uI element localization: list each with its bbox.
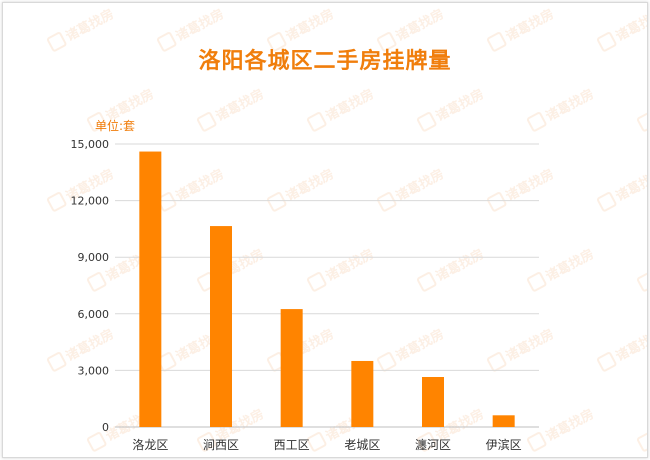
watermark-house-icon <box>46 192 67 212</box>
watermark-house-icon <box>306 272 327 292</box>
watermark-house-icon <box>636 432 647 452</box>
watermark-house-icon <box>596 192 617 212</box>
watermark-house-icon <box>526 432 547 452</box>
watermark-house-icon <box>636 112 647 132</box>
x-tick-label: 老城区 <box>344 438 380 452</box>
bar-2 <box>210 226 232 427</box>
watermark-house-icon <box>376 192 397 212</box>
watermark-house-icon <box>306 432 327 452</box>
watermark-house-icon <box>416 272 437 292</box>
watermark-logo: 诸葛找房 <box>636 272 647 292</box>
watermark-house-icon <box>636 272 647 292</box>
watermark-house-icon <box>486 32 507 52</box>
y-tick-label: 0 <box>102 421 109 434</box>
y-unit-label: 单位:套 <box>95 119 136 133</box>
watermark-house-icon <box>486 192 507 212</box>
watermark-house-icon <box>526 112 547 132</box>
watermark-logo: 诸葛找房 <box>636 112 647 132</box>
x-tick-label: 涧西区 <box>203 438 239 452</box>
y-tick-label: 3,000 <box>78 364 110 377</box>
x-tick-label: 西工区 <box>274 438 310 452</box>
watermark-house-icon <box>376 352 397 372</box>
watermark-house-icon <box>376 32 397 52</box>
watermark-house-icon <box>46 32 67 52</box>
bar-chart: 0 3,000 6,000 9,000 12,000 15,000 洛龙区 涧西区 西工区 老城区… <box>71 138 539 452</box>
watermark-house-icon <box>486 352 507 372</box>
watermark-house-icon <box>46 352 67 372</box>
watermark-house-icon <box>526 272 547 292</box>
watermark-house-icon <box>416 432 437 452</box>
watermark-house-icon <box>416 112 437 132</box>
bar-4 <box>351 360 374 427</box>
watermark-logo: 诸葛找房 <box>636 432 647 452</box>
watermark-house-icon <box>266 32 287 52</box>
bar-3 <box>280 309 303 427</box>
bar-5 <box>422 377 444 427</box>
watermark-house-icon <box>306 112 327 132</box>
y-tick-label: 9,000 <box>78 251 110 264</box>
watermark-house-icon <box>196 112 217 132</box>
bar-6 <box>492 415 515 427</box>
bar-1 <box>139 151 162 427</box>
y-tick-label: 12,000 <box>71 195 110 208</box>
watermark-house-icon <box>266 192 287 212</box>
x-tick-label: 伊滨区 <box>486 437 522 452</box>
x-tick-label: 洛龙区 <box>132 437 168 452</box>
watermark-house-icon <box>596 352 617 372</box>
watermark-house-icon <box>596 32 617 52</box>
watermark-house-icon <box>86 432 107 452</box>
watermark-house-icon <box>156 32 177 52</box>
watermark-house-icon <box>86 272 107 292</box>
y-tick-label: 6,000 <box>78 308 110 321</box>
y-tick-label: 15,000 <box>71 138 110 151</box>
x-tick-label: 瀍河区 <box>415 437 451 452</box>
watermark-house-icon <box>86 112 107 132</box>
chart-title: 洛阳各城区二手房挂牌量 <box>198 49 452 74</box>
watermark-house-icon <box>196 432 217 452</box>
